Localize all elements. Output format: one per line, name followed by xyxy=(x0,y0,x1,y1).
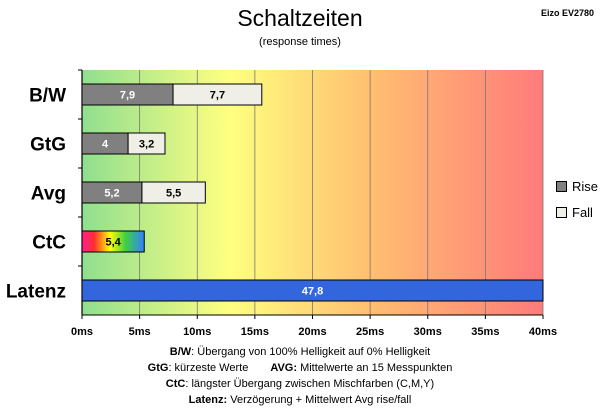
chart-subtitle: (response times) xyxy=(259,36,341,48)
category-label: GtG xyxy=(30,135,66,156)
x-tick-label: 20ms xyxy=(298,326,326,338)
note-ctc-text: : längster Übergang zwischen Mischfarben… xyxy=(185,378,435,390)
category-label: B/W xyxy=(29,86,66,107)
x-tick-label: 35ms xyxy=(471,326,499,338)
note-gtg-key: GtG xyxy=(147,362,169,374)
category-label: Latenz xyxy=(6,282,66,303)
note-latenz-key: Latenz: xyxy=(188,394,228,406)
chart-title: Schaltzeiten xyxy=(237,5,363,31)
legend-rise: Rise xyxy=(556,179,598,194)
bar-fall xyxy=(172,83,263,106)
note-bw: B/W: Übergang von 100% Helligkeit auf 0%… xyxy=(0,344,600,360)
bar-latenz xyxy=(81,279,544,302)
bar-value-label: 4 xyxy=(102,139,109,151)
note-bw-key: B/W xyxy=(169,346,192,358)
monitor-model: Eizo EV2780 xyxy=(540,8,594,18)
note-avg-key: AVG: xyxy=(270,362,298,374)
note-gtg-avg: GtG: kürzeste Werte AVG: Mittelwerte an 1… xyxy=(0,360,600,376)
x-tick-label: 15ms xyxy=(241,326,269,338)
note-latenz-text: Verzögerung + Mittelwert Avg rise/fall xyxy=(227,394,412,406)
bar-ctc xyxy=(81,230,145,253)
bar-value-label: 7,7 xyxy=(210,90,225,102)
x-tick-label: 30ms xyxy=(414,326,442,338)
bar-fall xyxy=(141,181,206,204)
bar-fall xyxy=(127,132,166,155)
bars: 7,9 7,7 4 3,2 5,2 5,5 5,4 47,8 xyxy=(81,83,544,302)
note-ctc: CtC: längster Übergang zwischen Mischfar… xyxy=(0,376,600,392)
x-tick-label: 0ms xyxy=(71,326,93,338)
category-labels: B/W GtG Avg CtC Latenz xyxy=(6,69,82,303)
x-tick-label: 10ms xyxy=(183,326,211,338)
x-tick-label: 40ms xyxy=(529,326,557,338)
legend-fall-swatch xyxy=(556,207,567,218)
note-bw-text: : Übergang von 100% Helligkeit auf 0% He… xyxy=(191,346,431,358)
legend-fall: Fall xyxy=(556,205,593,220)
x-tick-label: 25ms xyxy=(356,326,384,338)
bar-value-label: 5,2 xyxy=(104,188,119,200)
bar-value-label: 5,5 xyxy=(166,188,181,200)
legend-rise-label: Rise xyxy=(572,179,599,194)
note-avg-text: Mittelwerte an 15 Messpunkten xyxy=(297,362,453,374)
note-gtg-text: : kürzeste Werte xyxy=(168,362,249,374)
bar-value-label: 3,2 xyxy=(139,139,154,151)
x-axis-ticks: 0ms 5ms 10ms 15ms 20ms 25ms 30ms 35ms 40ms xyxy=(71,314,557,338)
note-latenz: Latenz: Verzögerung + Mittelwert Avg ris… xyxy=(0,392,600,408)
legend-rise-swatch xyxy=(556,181,567,192)
notes: B/W: Übergang von 100% Helligkeit auf 0%… xyxy=(0,344,600,408)
bar-value-label: 47,8 xyxy=(302,286,323,298)
bar-value-label: 7,9 xyxy=(120,90,135,102)
response-time-chart: 0ms 5ms 10ms 15ms 20ms 25ms 30ms 35ms 40ms B/W Gt… xyxy=(6,69,557,338)
legend-fall-label: Fall xyxy=(572,205,593,220)
category-label: Avg xyxy=(31,184,66,205)
bar-value-label: 5,4 xyxy=(105,237,121,249)
note-ctc-key: CtC xyxy=(165,378,186,390)
category-label: CtC xyxy=(32,233,66,254)
x-tick-label: 5ms xyxy=(129,326,151,338)
